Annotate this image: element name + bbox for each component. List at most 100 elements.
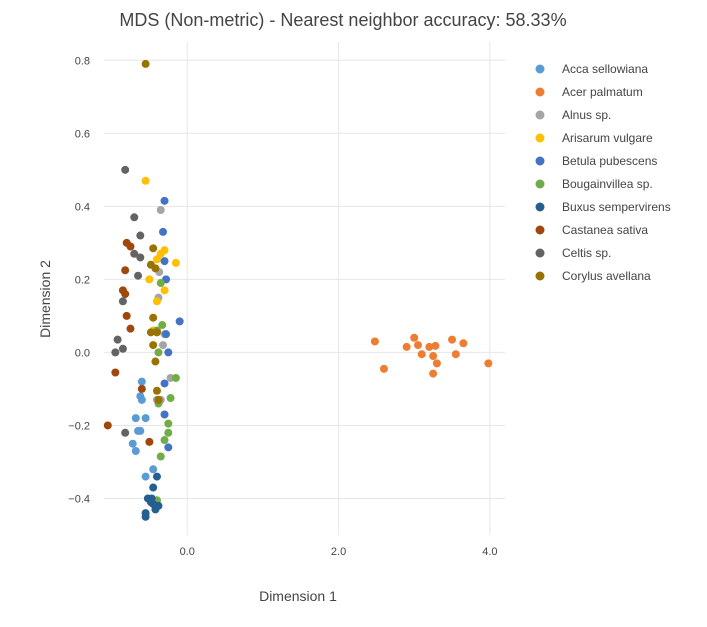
legend-label: Betula pubescens: [562, 154, 657, 168]
data-point: [149, 341, 158, 350]
data-point: [154, 395, 163, 404]
y-tick-label: −0.4: [68, 493, 90, 505]
y-tick-label: 0.6: [75, 128, 90, 140]
data-point: [146, 328, 155, 337]
data-point: [130, 213, 139, 222]
data-point: [137, 384, 146, 393]
data-point: [147, 494, 156, 503]
data-point: [162, 330, 171, 339]
legend-item[interactable]: Corylus avellana: [535, 269, 652, 283]
data-point: [151, 357, 160, 366]
data-point: [141, 414, 150, 423]
data-point: [160, 196, 169, 205]
data-point: [164, 428, 173, 437]
legend-item[interactable]: Arisarum vulgare: [535, 131, 654, 145]
legend-marker: [535, 64, 545, 74]
legend-marker: [535, 225, 545, 235]
data-point: [141, 472, 150, 481]
data-point: [130, 249, 139, 258]
data-point: [141, 59, 150, 68]
data-point: [448, 335, 457, 344]
legend-marker: [535, 156, 545, 166]
legend-label: Acer palmatum: [562, 85, 643, 99]
data-point: [171, 258, 180, 267]
y-tick-label: 0.8: [75, 55, 90, 67]
data-point: [152, 386, 161, 395]
data-point: [128, 439, 137, 448]
data-point: [156, 205, 165, 214]
data-point: [136, 253, 145, 262]
legend[interactable]: Acca sellowiana Acer palmatum Alnus sp. Ari…: [535, 62, 671, 283]
data-point: [152, 472, 161, 481]
data-point: [149, 313, 158, 322]
x-tick-label: 0.0: [180, 546, 195, 558]
data-point: [413, 341, 422, 350]
x-axis-label: Dimension 1: [259, 588, 337, 604]
data-point: [136, 231, 145, 240]
legend-item[interactable]: Acer palmatum: [535, 85, 643, 99]
x-tick-label: 4.0: [482, 546, 497, 558]
data-point: [156, 452, 165, 461]
data-point: [121, 289, 130, 298]
legend-marker: [535, 110, 545, 120]
legend-label: Castanea sativa: [562, 223, 648, 237]
data-point: [145, 275, 154, 284]
data-point: [152, 255, 161, 264]
data-point: [121, 428, 130, 437]
data-point: [151, 505, 160, 514]
legend-label: Arisarum vulgare: [562, 131, 653, 145]
x-tick-label: 2.0: [331, 546, 346, 558]
data-point: [451, 350, 460, 359]
tick-labels: 0.0 2.0 4.0 −0.4 −0.2 0.0 0.2 0.4 0.6 0.8: [68, 55, 497, 558]
data-point: [122, 311, 131, 320]
legend-item[interactable]: Buxus sempervirens: [535, 200, 671, 214]
data-point: [151, 264, 160, 273]
data-point: [111, 348, 120, 357]
data-point: [164, 419, 173, 428]
legend-item[interactable]: Celtis sp.: [535, 246, 612, 260]
data-point: [121, 266, 130, 275]
data-point: [160, 257, 169, 266]
data-point: [145, 437, 154, 446]
legend-marker: [535, 248, 545, 258]
data-point: [484, 359, 493, 368]
legend-label: Bougainvillea sp.: [562, 177, 653, 191]
data-point: [137, 377, 146, 386]
data-point: [429, 352, 438, 361]
data-point: [159, 341, 168, 350]
data-point: [111, 368, 120, 377]
legend-item[interactable]: Acca sellowiana: [535, 62, 649, 76]
data-point: [429, 369, 438, 378]
data-point: [164, 443, 173, 452]
data-point: [166, 394, 175, 403]
data-point: [459, 339, 468, 348]
data-point: [431, 341, 440, 350]
legend-label: Corylus avellana: [562, 269, 651, 283]
y-tick-label: −0.2: [68, 420, 90, 432]
data-point: [154, 348, 163, 357]
legend-item[interactable]: Betula pubescens: [535, 154, 658, 168]
legend-label: Buxus sempervirens: [562, 200, 671, 214]
data-point: [126, 324, 135, 333]
legend-item[interactable]: Castanea sativa: [535, 223, 649, 237]
data-point: [118, 344, 127, 353]
data-point: [134, 271, 143, 280]
legend-marker: [535, 133, 545, 143]
data-point: [158, 321, 167, 330]
data-point: [149, 465, 158, 474]
data-point: [141, 176, 150, 185]
legend-item[interactable]: Bougainvillea sp.: [535, 177, 653, 191]
legend-marker: [535, 271, 545, 281]
data-point: [152, 297, 161, 306]
data-point: [417, 350, 426, 359]
data-point: [126, 242, 135, 251]
data-point: [149, 244, 158, 253]
data-point: [137, 395, 146, 404]
data-point: [160, 436, 169, 445]
legend-marker: [535, 87, 545, 97]
legend-label: Celtis sp.: [562, 246, 611, 260]
data-point: [149, 483, 158, 492]
data-point: [160, 410, 169, 419]
data-point: [131, 447, 140, 456]
legend-item[interactable]: Alnus sp.: [535, 108, 612, 122]
